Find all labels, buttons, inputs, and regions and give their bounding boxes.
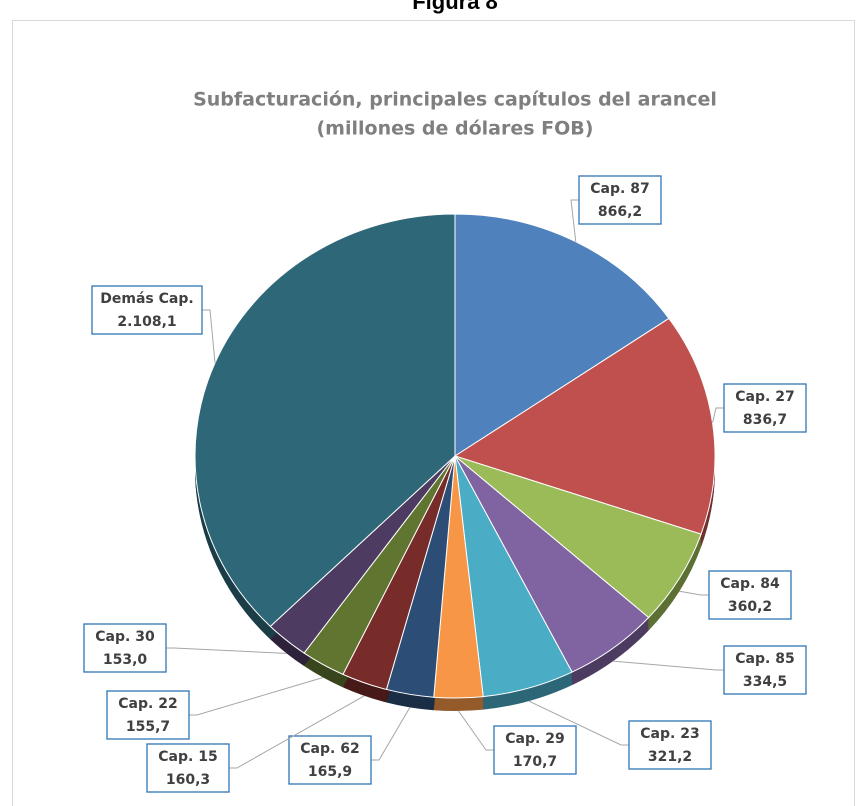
chart-subtitle: (millones de dólares FOB) <box>317 118 594 140</box>
label-box <box>106 690 190 740</box>
label-box <box>578 175 662 225</box>
label-value: 170,7 <box>513 754 557 770</box>
label-category: Demás Cap. <box>100 291 193 307</box>
label-value: 360,2 <box>728 599 772 615</box>
label-value: 334,5 <box>743 674 787 690</box>
label-box <box>723 383 807 433</box>
leader-line <box>202 309 216 363</box>
label-box <box>91 285 203 335</box>
label-value: 160,3 <box>166 772 210 788</box>
label-value: 155,7 <box>126 719 170 735</box>
label-category: Cap. 23 <box>640 726 699 742</box>
label-box <box>288 735 372 785</box>
slice <box>453 317 716 535</box>
label-box <box>723 645 807 695</box>
label-category: Cap. 29 <box>505 731 564 747</box>
leader-line <box>679 590 709 596</box>
leader-line <box>712 407 724 423</box>
label-category: Cap. 84 <box>720 576 780 592</box>
label-category: Cap. 87 <box>590 181 649 197</box>
leader-line <box>528 700 629 746</box>
label-category: Cap. 22 <box>118 696 177 712</box>
label-category: Cap. 62 <box>300 741 359 757</box>
leader-line <box>613 660 724 671</box>
label-box <box>493 725 577 775</box>
label-value: 866,2 <box>598 204 642 220</box>
label-value: 2.108,1 <box>117 314 176 330</box>
label-category: Cap. 85 <box>735 651 794 667</box>
label-value: 321,2 <box>648 749 692 765</box>
label-box <box>708 570 792 620</box>
leader-line <box>570 199 579 242</box>
figure-caption: Figura 8 <box>412 0 498 14</box>
label-category: Cap. 15 <box>158 749 217 765</box>
label-value: 836,7 <box>743 412 787 428</box>
leader-line <box>189 677 324 716</box>
label-value: 153,0 <box>103 652 148 668</box>
label-value: 165,9 <box>308 764 352 780</box>
leader-line <box>371 707 411 761</box>
leader-line <box>229 695 365 769</box>
leader-line <box>458 710 494 751</box>
label-box <box>628 720 712 770</box>
slice <box>454 213 670 457</box>
leader-line <box>166 647 287 654</box>
chart-title: Subfacturación, principales capítulos de… <box>193 89 717 111</box>
label-box <box>146 743 230 793</box>
slice <box>194 213 456 628</box>
label-box <box>83 623 167 673</box>
label-category: Cap. 27 <box>735 389 794 405</box>
label-category: Cap. 30 <box>95 629 155 645</box>
